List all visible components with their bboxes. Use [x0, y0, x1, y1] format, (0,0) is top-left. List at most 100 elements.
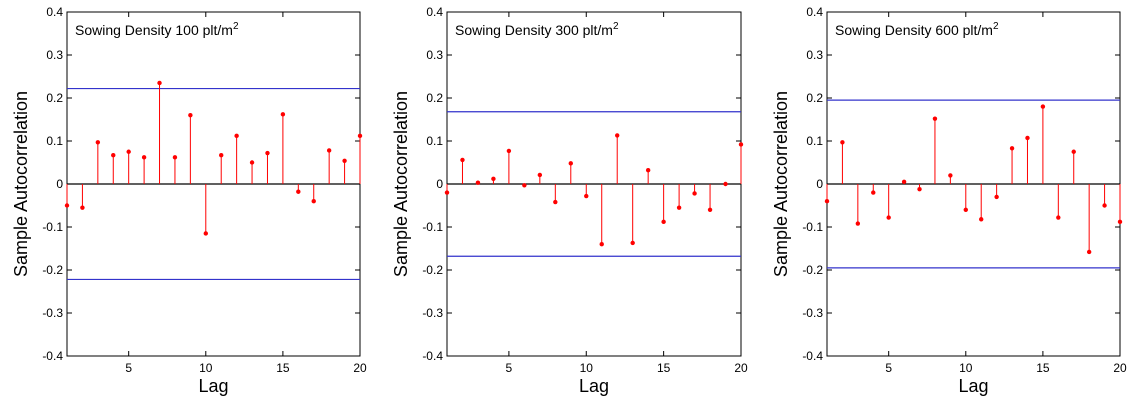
title-superscript: 2	[613, 21, 619, 32]
stem-marker	[1102, 203, 1107, 208]
stem-marker	[1025, 135, 1030, 141]
y-tick-label: -0.3	[422, 306, 443, 320]
stem-marker	[886, 215, 891, 220]
y-tick-label: 0.1	[46, 134, 63, 148]
x-tick-label: 20	[1113, 361, 1127, 375]
stem-marker	[1040, 104, 1046, 109]
y-tick-label: 0.4	[426, 5, 443, 19]
stem-marker	[280, 112, 286, 117]
stem-marker	[932, 116, 938, 121]
stem-marker	[326, 148, 332, 153]
stem-marker	[203, 231, 208, 236]
stem-marker	[630, 240, 635, 246]
y-tick-label: 0.4	[46, 5, 63, 19]
stem-marker	[265, 150, 270, 156]
x-tick-label: 5	[125, 361, 132, 375]
x-tick-label: 20	[734, 361, 748, 375]
stem-marker	[249, 160, 255, 165]
panel-title: Sowing Density 300 plt/m2	[455, 21, 619, 38]
y-tick-label: -0.1	[802, 220, 823, 234]
y-axis-label: Sample Autocorrelation	[771, 91, 791, 277]
stem-marker	[491, 176, 496, 182]
stem-marker	[1086, 249, 1092, 255]
stem-marker	[584, 193, 589, 199]
stem-marker	[1056, 215, 1061, 220]
stem-marker	[111, 152, 116, 158]
stem-marker	[723, 181, 728, 187]
stem-marker	[141, 155, 147, 160]
y-tick-label: -0.3	[42, 306, 63, 320]
stem-marker	[568, 161, 573, 166]
y-tick-label: 0.2	[46, 91, 63, 105]
title-superscript: 2	[233, 21, 239, 32]
stem-marker	[234, 133, 239, 139]
panel: -0.4 -0.3 -0.2 -0.1 0 0.1 0.2 0.3 0.4 5 10 15 20 Sowi…	[771, 5, 1127, 396]
y-tick-label: 0.1	[426, 134, 443, 148]
x-axis-label: Lag	[198, 376, 228, 396]
stem-marker	[311, 199, 316, 204]
stem-marker	[840, 140, 845, 145]
title-text: Sowing Density 100 plt/m	[75, 22, 233, 38]
x-axis-label: Lag	[958, 376, 988, 396]
x-tick-label: 10	[199, 361, 213, 375]
stem-marker	[855, 221, 861, 226]
stem-marker	[1071, 149, 1076, 154]
stem-marker	[537, 172, 543, 178]
stem-marker	[357, 133, 363, 139]
panel: -0.4 -0.3 -0.2 -0.1 0 0.1 0.2 0.3 0.4 5 10 15 20 Sowi…	[391, 5, 748, 396]
y-tick-label: -0.2	[42, 263, 63, 277]
title-text: Sowing Density 300 plt/m	[455, 22, 613, 38]
title-superscript: 2	[993, 21, 999, 32]
panel-title: Sowing Density 100 plt/m2	[75, 21, 239, 38]
stem-marker	[979, 217, 984, 222]
y-tick-label: 0.4	[806, 5, 823, 19]
stem-marker	[460, 157, 465, 163]
y-tick-label: -0.2	[422, 263, 443, 277]
x-tick-label: 10	[580, 361, 594, 375]
panel: -0.4 -0.3 -0.2 -0.1 0 0.1 0.2 0.3 0.4 5 10 15 20 Sowi…	[11, 5, 367, 396]
stem-marker	[994, 194, 999, 200]
stem-marker	[1117, 219, 1123, 225]
stem-marker	[676, 205, 682, 210]
x-tick-label: 15	[657, 361, 671, 375]
y-tick-label: 0.2	[806, 91, 823, 105]
stem-marker	[475, 180, 481, 185]
panel-title: Sowing Density 600 plt/m2	[835, 21, 999, 38]
stem-marker	[901, 179, 907, 185]
y-tick-label: 0	[56, 177, 63, 191]
y-tick-label: 0.2	[426, 91, 443, 105]
y-axis-label: Sample Autocorrelation	[391, 91, 411, 277]
stem-marker	[871, 190, 876, 195]
stem-marker	[963, 207, 968, 212]
stem-marker	[917, 186, 922, 192]
stem-marker	[692, 191, 697, 196]
y-tick-label: -0.1	[422, 220, 443, 234]
stem-marker	[615, 133, 620, 138]
x-tick-label: 15	[276, 361, 290, 375]
stem-marker	[444, 190, 450, 195]
stem-marker	[188, 113, 193, 118]
stem-marker	[219, 152, 224, 158]
y-tick-label: 0	[436, 177, 443, 191]
stem-marker	[661, 219, 666, 225]
x-tick-label: 5	[885, 361, 892, 375]
stem-marker	[599, 242, 604, 247]
x-tick-label: 20	[353, 361, 367, 375]
stem-marker	[172, 155, 178, 160]
stem-marker	[296, 189, 301, 194]
stem-marker	[506, 148, 512, 154]
stem-marker	[80, 205, 85, 210]
y-tick-label: -0.4	[422, 349, 443, 363]
stem-marker	[553, 199, 558, 205]
stem-marker	[824, 199, 830, 204]
y-axis-label: Sample Autocorrelation	[11, 91, 31, 277]
x-tick-label: 10	[959, 361, 973, 375]
stem-marker	[64, 203, 70, 208]
y-tick-label: 0.3	[46, 48, 63, 62]
stem-marker	[126, 149, 131, 154]
stem-marker	[645, 168, 651, 173]
stem-marker	[707, 207, 713, 212]
stem-marker	[522, 183, 527, 188]
y-tick-label: 0	[816, 177, 823, 191]
